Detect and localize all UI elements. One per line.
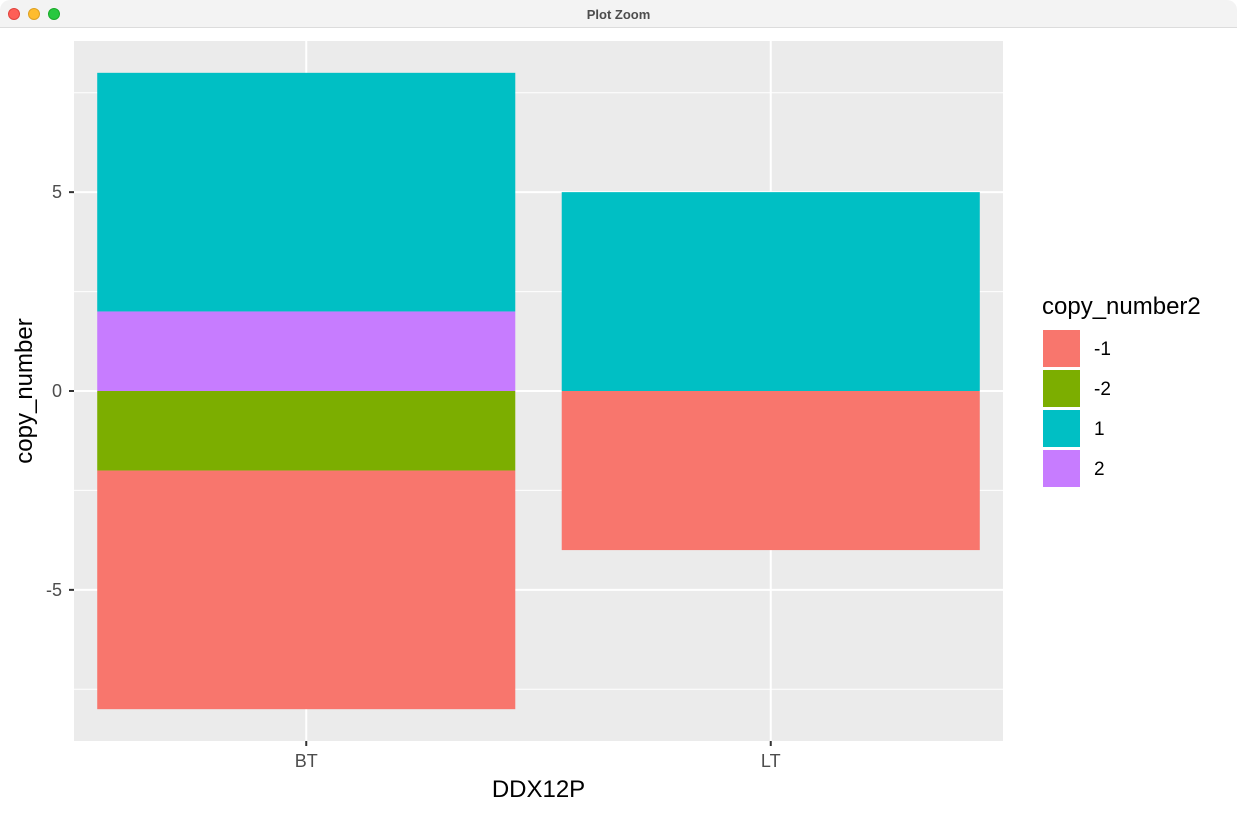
x-tick-label: BT — [295, 751, 318, 771]
legend-key — [1043, 410, 1080, 447]
bar-BT-2 — [97, 311, 516, 391]
y-axis-title: copy_number — [11, 318, 38, 463]
zoom-window-button[interactable] — [48, 8, 60, 20]
legend-label: 2 — [1094, 459, 1105, 480]
y-tick-label: 5 — [52, 182, 62, 202]
legend-title: copy_number2 — [1042, 293, 1201, 320]
legend-key — [1043, 330, 1080, 367]
stacked-bar-chart: -5 0 5 BT LT DDX12P copy_number copy_number2… — [11, 41, 1201, 803]
axes: -5 0 5 BT LT — [46, 182, 781, 771]
legend-key — [1043, 450, 1080, 487]
legend-label: -1 — [1094, 339, 1111, 360]
bar-BT--1 — [97, 470, 516, 710]
bar-BT-1 — [97, 72, 516, 312]
minimize-window-button[interactable] — [28, 8, 40, 20]
legend-key — [1043, 370, 1080, 407]
y-tick-label: -5 — [46, 580, 62, 600]
window-title: Plot Zoom — [586, 7, 651, 22]
title-bar: Plot Zoom — [0, 0, 1237, 28]
bar-LT-1 — [561, 192, 980, 391]
y-tick-label: 0 — [52, 381, 62, 401]
x-tick-label: LT — [761, 751, 781, 771]
bar-LT--1 — [561, 391, 980, 551]
legend-label: -2 — [1094, 379, 1111, 400]
legend-label: 1 — [1094, 419, 1105, 440]
x-axis-title: DDX12P — [492, 776, 585, 803]
bars — [97, 72, 980, 710]
legend: copy_number2 -1 -2 1 2 — [1042, 293, 1201, 487]
bar-BT--2 — [97, 391, 516, 471]
close-window-button[interactable] — [8, 8, 20, 20]
